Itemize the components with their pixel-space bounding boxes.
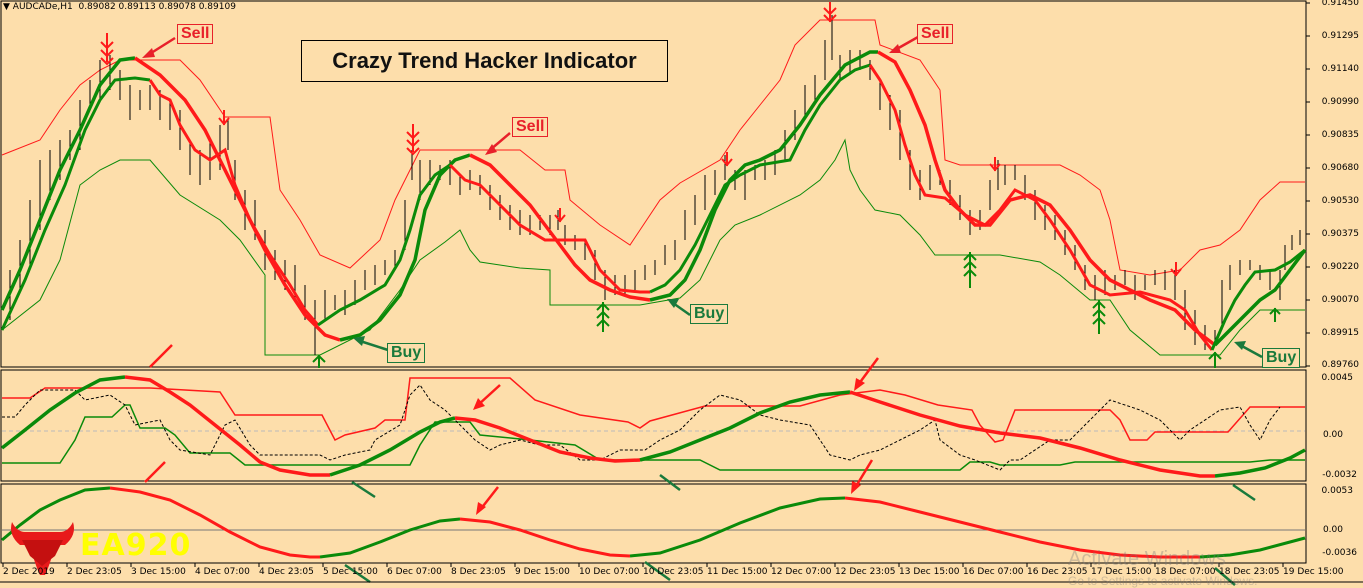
osc1-signal-bull	[639, 390, 851, 462]
time-tick: 13 Dec 15:00	[899, 567, 960, 577]
price-tick: 0.90375	[1321, 229, 1359, 239]
price-tick: 0.90990	[1321, 97, 1359, 107]
osc2-tick: -0.0036	[1322, 548, 1357, 558]
time-tick: 4 Dec 23:05	[259, 567, 314, 577]
buy-label: Buy	[690, 304, 729, 324]
time-tick: 8 Dec 23:05	[451, 567, 506, 577]
time-tick: 2 Dec 2019	[3, 567, 55, 577]
ea920-logo: EA920	[80, 528, 192, 563]
osc1-signal-bull	[0, 375, 126, 450]
price-tick: 0.90835	[1321, 130, 1359, 140]
time-tick: 6 Dec 07:00	[387, 567, 442, 577]
time-tick: 3 Dec 15:00	[131, 567, 186, 577]
time-tick: 10 Dec 07:00	[579, 567, 640, 577]
osc1-tick: 0.0045	[1321, 373, 1354, 383]
sell-label: Sell	[512, 117, 549, 137]
osc1-tick: -0.0032	[1322, 470, 1357, 480]
bull-logo-icon	[11, 522, 74, 575]
osc2-signal-bear	[109, 486, 320, 559]
osc2-tick: 0.00	[1322, 525, 1343, 535]
osc2-signal-bull	[319, 517, 461, 559]
time-tick: 18 Dec 23:05	[1219, 567, 1280, 577]
osc2-signal-bull	[629, 496, 846, 558]
buy-arrow-icons	[312, 252, 1281, 368]
price-tick: 0.91450	[1321, 0, 1359, 8]
osc1-signal-bear	[849, 390, 1215, 478]
price-tick: 0.91140	[1321, 64, 1359, 74]
osc1-signal-bull	[329, 416, 456, 477]
fast-trend-line-bull	[0, 76, 151, 331]
sell-arrow-icons	[100, 2, 1182, 277]
price-tick: 0.90220	[1321, 262, 1359, 272]
sell-label: Sell	[917, 24, 954, 44]
ohlc-values: 0.89082 0.89113 0.89078 0.89109	[78, 2, 236, 12]
price-tick: 0.90680	[1321, 163, 1359, 173]
time-tick: 5 Dec 15:00	[323, 567, 378, 577]
osc1-signal-bear	[454, 416, 641, 463]
osc1-pointer-arrows	[149, 344, 1256, 502]
activation-watermark-subtitle: Go to Settings to activate Windows.	[1068, 574, 1258, 588]
buy-label: Buy	[387, 343, 426, 363]
price-axis-ticks	[1306, 2, 1310, 367]
time-tick: 16 Dec 07:00	[963, 567, 1024, 577]
price-tick: 0.90530	[1321, 196, 1359, 206]
slow-trend-line-bear	[134, 56, 341, 342]
osc2-signal-bull	[1, 486, 111, 542]
fast-trend-line-bull	[649, 63, 871, 294]
collapse-triangle-icon[interactable]: ▼	[3, 2, 10, 12]
time-tick: 19 Dec 15:00	[1283, 567, 1344, 577]
osc1-tick: 0.00	[1322, 430, 1343, 440]
osc1-signal-bear	[124, 375, 330, 477]
slow-trend-line-bull	[0, 56, 136, 311]
time-tick: 17 Dec 15:00	[1091, 567, 1152, 577]
slow-trend-line-bear	[877, 50, 1217, 347]
osc2-signal-bear	[844, 496, 1200, 559]
time-axis-ticks	[2, 563, 1284, 567]
time-tick: 9 Dec 15:00	[515, 567, 570, 577]
price-tick: 0.90070	[1321, 295, 1359, 305]
time-tick: 11 Dec 15:00	[707, 567, 768, 577]
slow-trend-line-bear	[469, 153, 651, 302]
slow-trend-line-bull	[1213, 248, 1307, 347]
upper-band-line	[1, 19, 1305, 276]
fast-trend-line-bull	[317, 163, 451, 327]
osc2-signal-bull	[1199, 536, 1306, 559]
time-tick: 16 Dec 23:05	[1027, 567, 1088, 577]
time-tick: 12 Dec 07:00	[771, 567, 832, 577]
time-tick: 10 Dec 23:05	[643, 567, 704, 577]
osc2-signal-bear	[459, 517, 631, 558]
symbol-info-bar: ▼ AUDCADe,H1 0.89082 0.89113 0.89078 0.8…	[3, 2, 236, 12]
signal-pointer-arrows	[142, 35, 1263, 359]
chart-title: Crazy Trend Hacker Indicator	[301, 40, 668, 82]
buy-label: Buy	[1262, 348, 1301, 368]
price-tick: 0.89760	[1321, 360, 1359, 370]
osc1-signal-bull	[1214, 448, 1306, 478]
osc1-panel-frame	[0, 369, 1307, 482]
osc2-panel-frame	[0, 483, 1307, 564]
time-tick: 2 Dec 23:05	[67, 567, 122, 577]
slow-trend-line-bull	[649, 50, 878, 302]
activation-watermark-title: Activate Windows	[1068, 548, 1226, 570]
fast-trend-line-bear	[148, 79, 320, 326]
osc2-tick: 0.0053	[1321, 486, 1354, 496]
sell-label: Sell	[177, 24, 214, 44]
symbol-name: AUDCADe,H1	[12, 2, 73, 12]
price-tick: 0.91295	[1321, 31, 1359, 41]
lower-band-line	[1, 138, 1305, 356]
time-tick: 4 Dec 07:00	[195, 567, 250, 577]
price-tick: 0.89915	[1321, 328, 1359, 338]
fast-trend-line-bear	[868, 64, 1214, 351]
osc1-lower-band	[2, 404, 1305, 471]
main-panel-frame	[0, 0, 1307, 368]
time-tick: 18 Dec 07:00	[1155, 567, 1216, 577]
fast-trend-line-bear	[448, 163, 650, 294]
time-tick: 12 Dec 23:05	[835, 567, 896, 577]
fast-trend-line-bull	[1210, 248, 1306, 351]
